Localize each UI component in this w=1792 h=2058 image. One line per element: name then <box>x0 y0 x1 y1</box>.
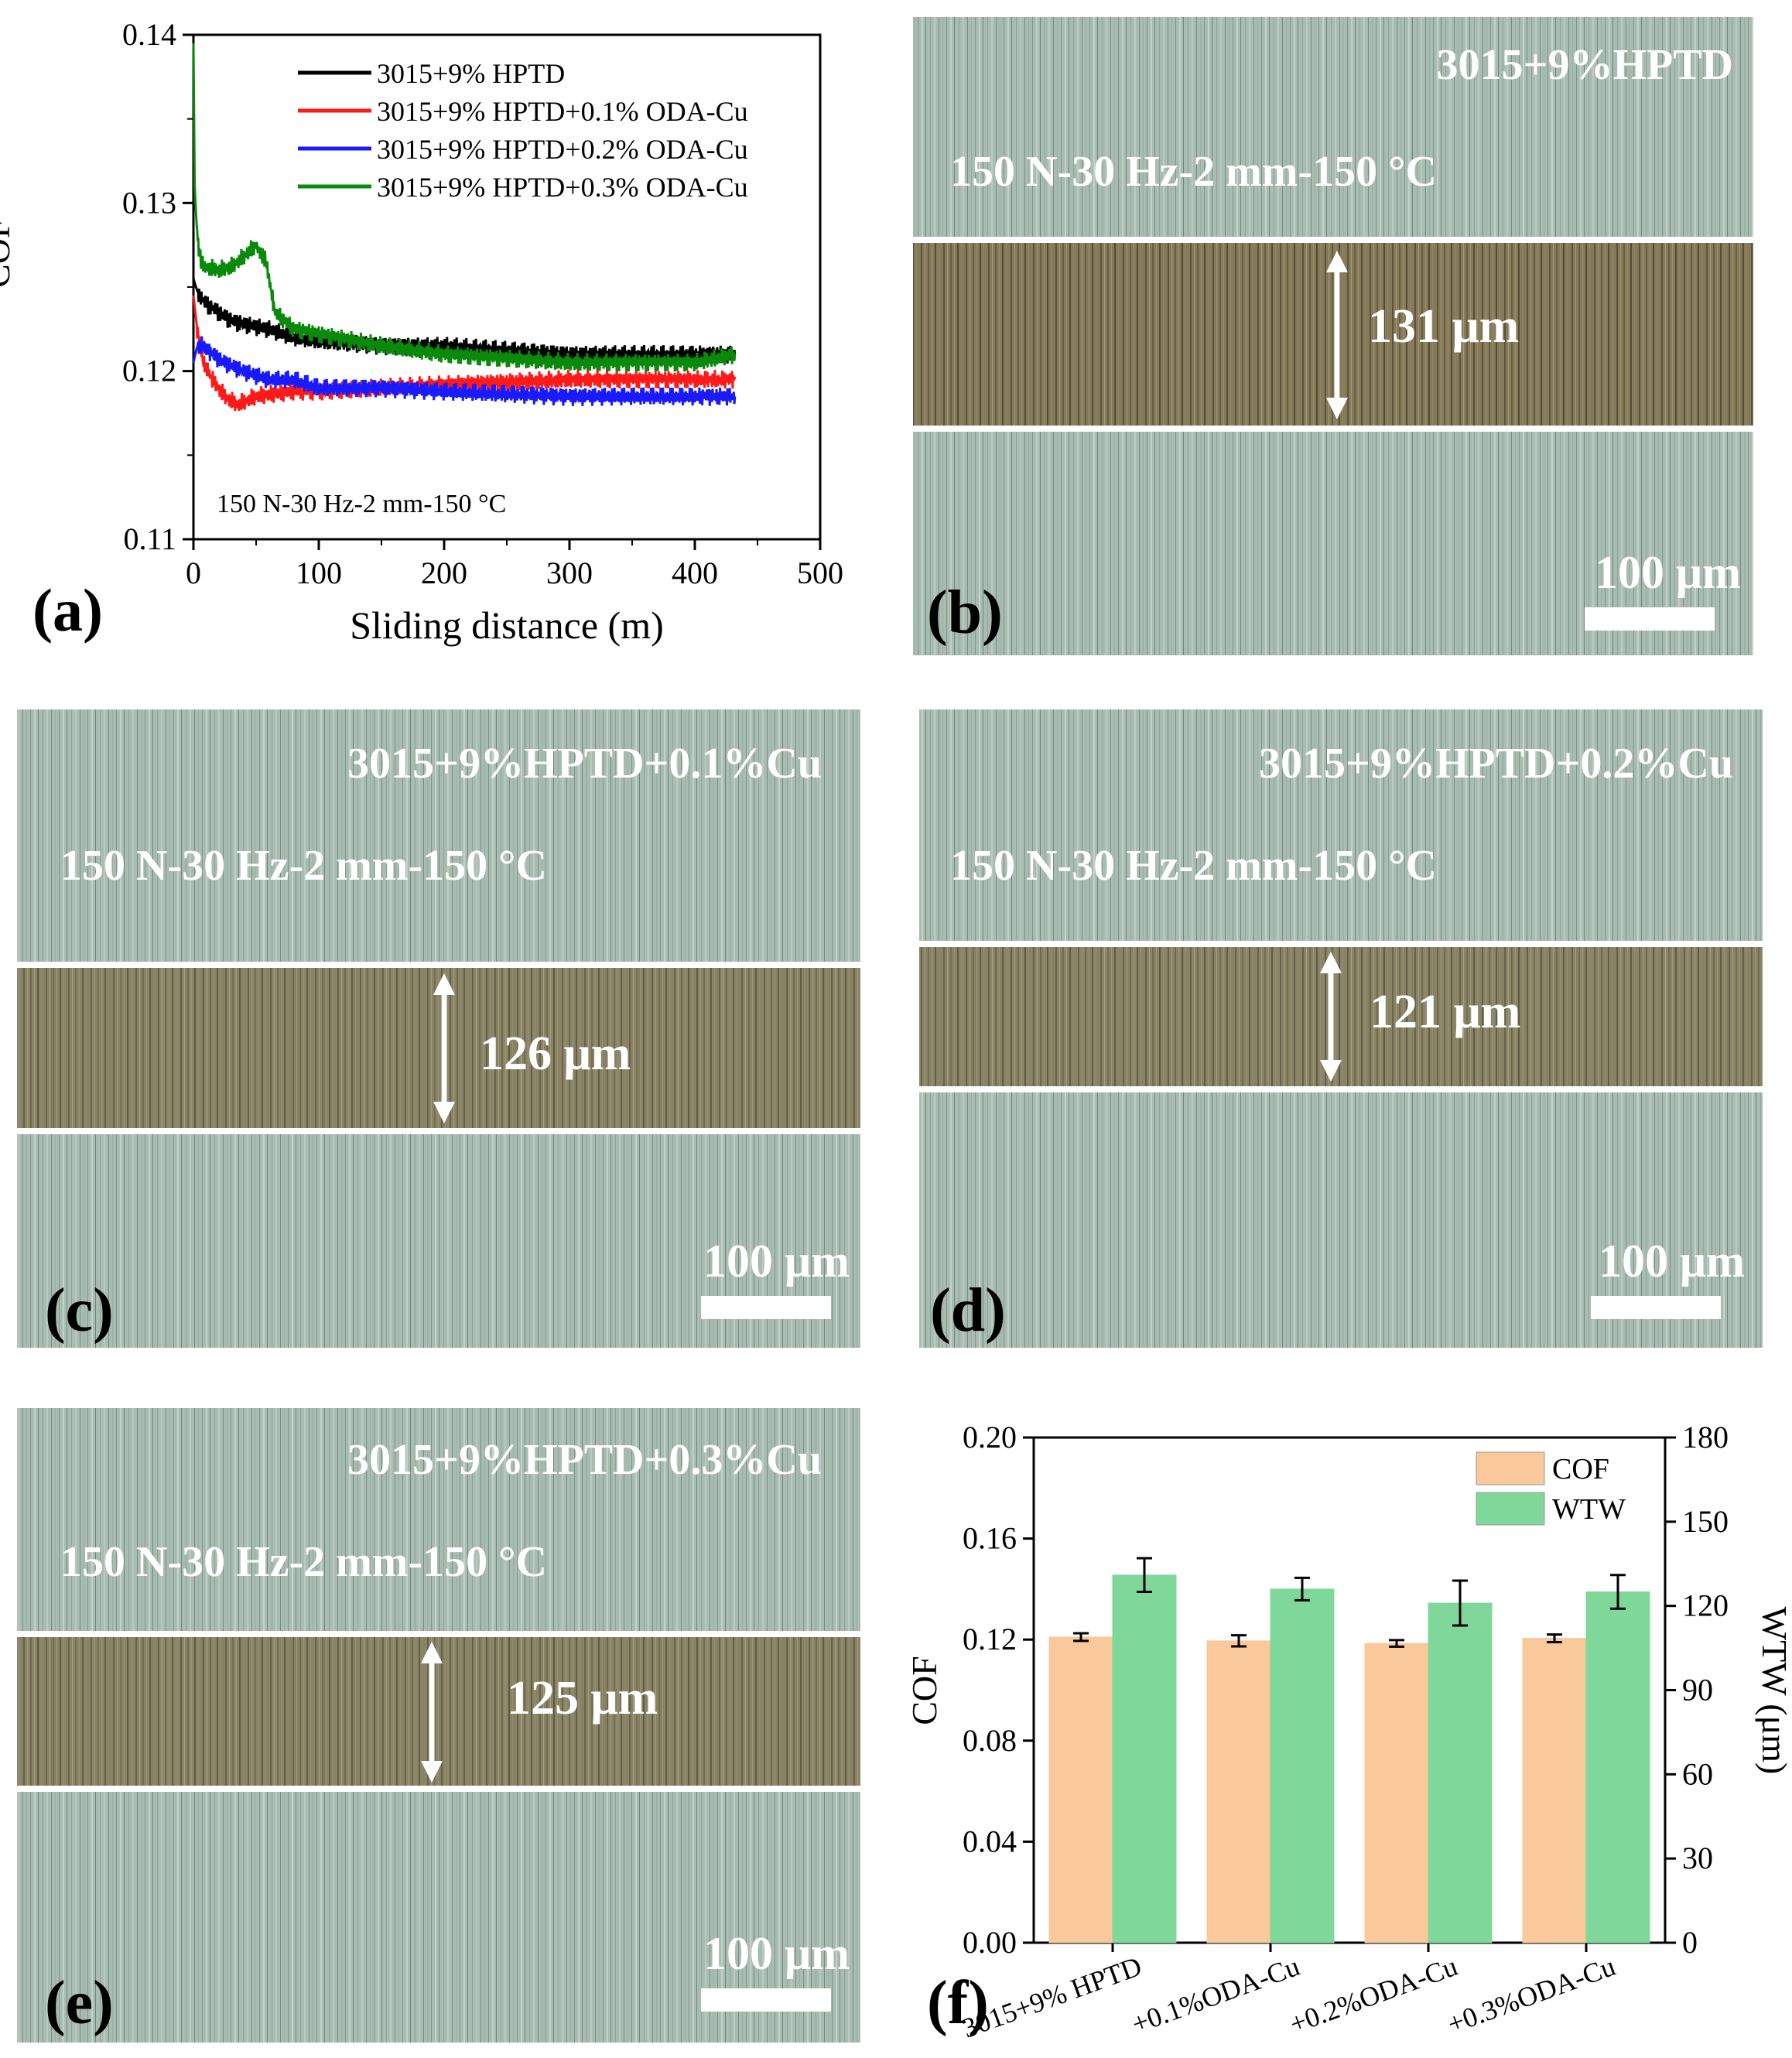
panel-c-width-label: 126 μm <box>480 1027 631 1080</box>
panel-f-bars <box>1048 1557 1650 1943</box>
panel-a-letter: (a) <box>32 576 103 644</box>
legend-label: 3015+9% HPTD+0.1% ODA-Cu <box>377 96 748 127</box>
bar-cof <box>1364 1643 1429 1943</box>
x-tick-label: 100 <box>296 556 342 590</box>
bar-wtw <box>1428 1602 1493 1943</box>
y-tick-label: 0.16 <box>963 1521 1017 1556</box>
x-tick-label: 300 <box>546 556 593 590</box>
legend-label: WTW <box>1552 1493 1626 1526</box>
x-tick-label: 500 <box>797 556 843 590</box>
panel-b-letter: (b) <box>927 579 1003 647</box>
panel-c-letter: (c) <box>45 1277 114 1345</box>
panel-f-bar-chart: 0.00 0.04 0.08 0.12 0.16 0.20 0 30 60 90 120 150 180… <box>905 1420 1792 2044</box>
panel-b-scale-bar <box>1585 607 1715 631</box>
x-tick-label: +0.3%ODA-Cu <box>1443 1950 1619 2039</box>
panel-c-scale-bar <box>701 1296 831 1319</box>
panel-f-ylabel: COF <box>905 1656 944 1725</box>
panel-e-width-label: 125 μm <box>507 1672 658 1725</box>
x-tick-label: 400 <box>672 556 718 590</box>
x-tick-label: +0.2%ODA-Cu <box>1285 1950 1461 2039</box>
panel-a-xlabel: Sliding distance (m) <box>350 603 664 647</box>
y-right-tick-label: 150 <box>1682 1504 1729 1539</box>
panel-d-scale-bar <box>1591 1296 1721 1319</box>
x-tick-label: +0.1%ODA-Cu <box>1127 1950 1303 2039</box>
panel-d-title: 3015+9%HPTD+0.2%Cu <box>1259 740 1733 788</box>
y-tick-label: 0.14 <box>122 17 176 52</box>
y-right-tick-label: 180 <box>1682 1420 1729 1455</box>
panel-a-annotation: 150 N-30 Hz-2 mm-150 °C <box>217 490 506 518</box>
panel-b-scale-label: 100 μm <box>1595 547 1741 598</box>
x-tick-label: 0 <box>186 556 201 590</box>
panel-f-legend: COF WTW <box>1476 1451 1626 1526</box>
panel-e-letter: (e) <box>45 1969 114 2037</box>
legend-label: 3015+9% HPTD+0.3% ODA-Cu <box>377 172 748 203</box>
panel-f-letter: (f) <box>927 1969 989 2037</box>
panel-e-scale-label: 100 μm <box>703 1928 850 1979</box>
panel-d-scale-label: 100 μm <box>1599 1236 1745 1287</box>
legend-swatch <box>1476 1492 1545 1526</box>
panel-b-width-label: 131 μm <box>1368 300 1519 353</box>
panel-d-micrograph: 3015+9%HPTD+0.2%Cu 150 N-30 Hz-2 mm-150 … <box>919 709 1763 1348</box>
panel-e-title: 3015+9%HPTD+0.3%Cu <box>347 1436 822 1484</box>
y-tick-label: 0.08 <box>963 1723 1017 1758</box>
panel-b-condition: 150 N-30 Hz-2 mm-150 °C <box>950 148 1437 196</box>
bar-wtw <box>1112 1574 1177 1943</box>
bar-cof <box>1048 1636 1113 1943</box>
panel-d-letter: (d) <box>930 1277 1006 1345</box>
legend-label: 3015+9% HPTD+0.2% ODA-Cu <box>377 134 748 165</box>
series-line-4 <box>192 43 737 372</box>
panel-a-axes: 0 100 200 300 400 500 0.11 0.12 0.13 0.14 <box>122 17 843 590</box>
panel-d-wear-scar <box>919 945 1763 1089</box>
y-tick-label: 0.20 <box>963 1420 1017 1455</box>
panel-c-title: 3015+9%HPTD+0.1%Cu <box>347 740 822 788</box>
panel-b-micrograph: 3015+9%HPTD 150 N-30 Hz-2 mm-150 °C 131 … <box>913 17 1753 655</box>
bar-wtw <box>1585 1591 1650 1943</box>
panel-c-wear-scar <box>17 967 860 1130</box>
panel-c-condition: 150 N-30 Hz-2 mm-150 °C <box>60 842 547 890</box>
y-right-tick-label: 60 <box>1682 1756 1713 1791</box>
legend-label: COF <box>1552 1453 1609 1485</box>
series-line-3 <box>192 336 737 406</box>
y-tick-label: 0.12 <box>963 1622 1017 1656</box>
bar-cof <box>1522 1638 1587 1943</box>
y-right-tick-label: 0 <box>1682 1925 1698 1960</box>
y-right-tick-label: 90 <box>1682 1673 1713 1708</box>
panel-d-width-label: 121 μm <box>1370 986 1520 1038</box>
panel-a-line-chart: 0 100 200 300 400 500 0.11 0.12 0.13 0.14 3015+9%… <box>0 17 843 647</box>
bar-wtw <box>1270 1588 1335 1943</box>
y-tick-label: 0.11 <box>123 521 176 556</box>
y-tick-label: 0.13 <box>122 185 176 220</box>
series-line-2 <box>192 295 737 412</box>
legend-swatch <box>1476 1451 1545 1485</box>
panel-a-ylabel: COF <box>0 219 17 288</box>
y-right-tick-label: 120 <box>1682 1588 1729 1623</box>
y-tick-label: 0.00 <box>963 1925 1017 1960</box>
y-tick-label: 0.12 <box>122 354 176 388</box>
panel-e-condition: 150 N-30 Hz-2 mm-150 °C <box>60 1538 547 1586</box>
bar-cof <box>1206 1640 1271 1943</box>
panel-a-legend: 3015+9% HPTD 3015+9% HPTD+0.1% ODA-Cu 3015… <box>298 58 748 203</box>
panel-e-wear-scar <box>17 1636 860 1787</box>
panel-a-series <box>192 43 737 412</box>
panel-c-micrograph: 3015+9%HPTD+0.1%Cu 150 N-30 Hz-2 mm-150 … <box>17 709 860 1348</box>
legend-label: 3015+9% HPTD <box>377 58 565 89</box>
panel-b-title: 3015+9%HPTD <box>1437 41 1733 89</box>
panel-c-scale-label: 100 μm <box>703 1236 850 1287</box>
panel-e-scale-bar <box>701 1988 831 2012</box>
panel-f-ylabel-right: WTW (μm) <box>1755 1607 1792 1775</box>
x-tick-label: 200 <box>421 556 467 590</box>
panel-b-wear-scar <box>913 241 1753 427</box>
y-right-tick-label: 30 <box>1682 1841 1713 1875</box>
panel-d-condition: 150 N-30 Hz-2 mm-150 °C <box>950 842 1437 890</box>
panel-e-micrograph: 3015+9%HPTD+0.3%Cu 150 N-30 Hz-2 mm-150 … <box>17 1408 860 2043</box>
y-tick-label: 0.04 <box>963 1824 1017 1858</box>
